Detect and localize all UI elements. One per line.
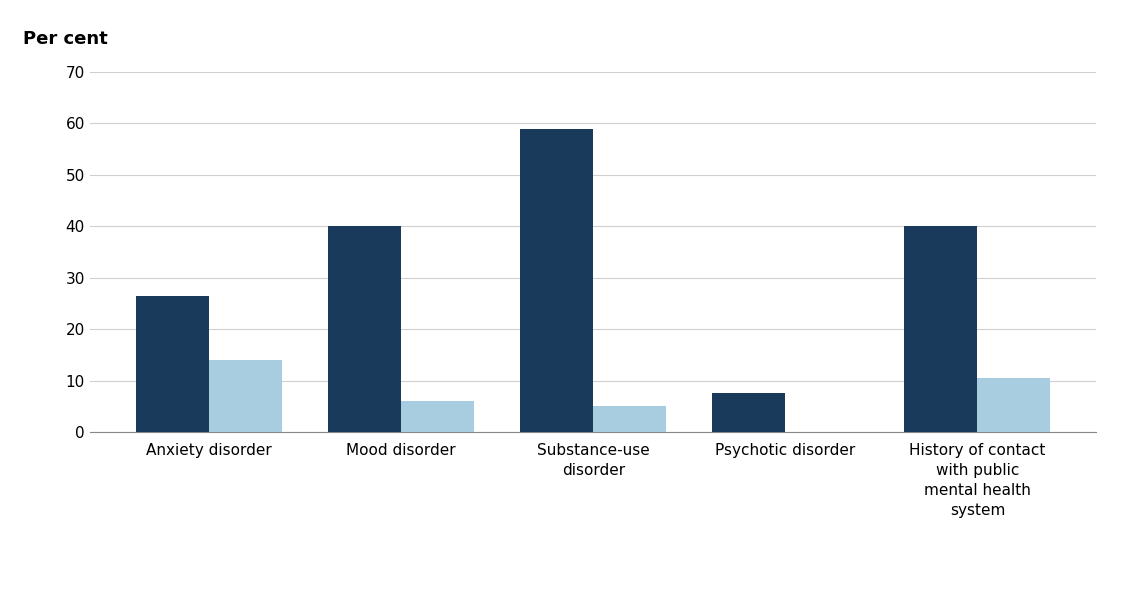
Bar (209, 360, 282, 432)
Bar (904, 226, 977, 432)
Bar (401, 401, 475, 432)
Bar (977, 378, 1051, 432)
Bar (712, 394, 785, 432)
Bar (593, 406, 667, 432)
Text: Per cent: Per cent (23, 30, 107, 48)
Bar (328, 226, 401, 432)
Bar (136, 296, 209, 432)
Bar (520, 128, 593, 432)
